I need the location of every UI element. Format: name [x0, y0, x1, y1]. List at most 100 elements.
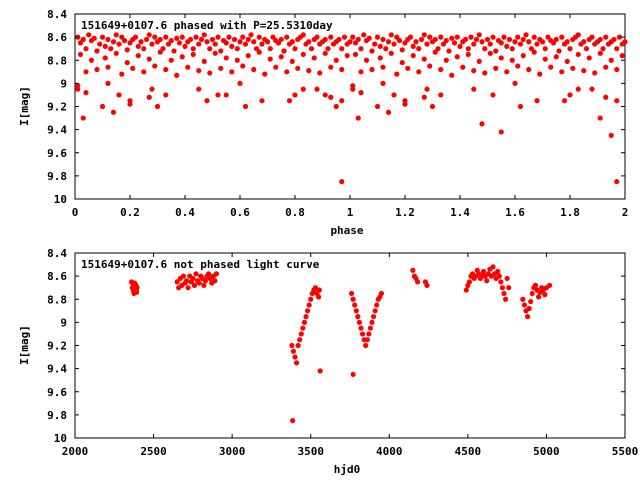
phased-data-point-0-326 [603, 64, 609, 70]
phased-data-point-0-303 [619, 53, 625, 59]
phased-data-point-0-38 [179, 34, 185, 40]
phased-data-point-0-44 [196, 41, 202, 47]
phased-data-point-0-341 [603, 94, 609, 100]
phased-data-point-0-84 [306, 39, 312, 45]
unphased-data-point-0-114 [506, 285, 512, 291]
phased-data-point-0-202 [413, 39, 419, 45]
phased-data-point-0-306 [380, 64, 386, 70]
phased-data-point-0-189 [377, 43, 383, 49]
phased-data-point-0-172 [223, 92, 229, 98]
unphased-data-point-0-118 [524, 313, 531, 320]
phased-data-point-0-157 [215, 92, 221, 98]
phased-data-point-0-27 [149, 41, 155, 47]
unphased-data-point-0-17 [180, 273, 187, 279]
phased-data-point-0-248 [539, 39, 546, 45]
phased-data-point-0-282 [388, 50, 394, 56]
phased-data-point-0-73 [275, 40, 282, 46]
phased-data-point-0-110 [190, 51, 196, 58]
phased-plot-title: 151649+0107.6 phased with P=25.5310day [81, 19, 333, 32]
phased-data-point-0-23 [138, 39, 144, 45]
phased-data-point-0-324 [581, 68, 587, 74]
phased-data-point-0-156 [196, 86, 202, 92]
phased-data-point-0-60 [240, 34, 246, 40]
phased-data-point-0-9 [99, 34, 106, 40]
phased-data-point-0-75 [281, 48, 287, 54]
phased-data-point-0-185 [366, 35, 372, 41]
phased-data-point-0-161 [314, 86, 320, 92]
phased-data-point-0-355 [597, 115, 603, 121]
phased-data-point-0-220 [462, 36, 469, 43]
phased-data-point-0-147 [328, 64, 334, 70]
phased-data-point-0-71 [270, 34, 276, 40]
phased-data-point-0-91 [325, 46, 331, 52]
phased-data-point-0-318 [515, 63, 521, 69]
phased-data-point-0-100 [77, 51, 84, 58]
phased-data-point-0-316 [493, 65, 499, 71]
phased-data-point-0-50 [212, 41, 218, 47]
phased-data-point-0-289 [465, 51, 471, 58]
phased-data-point-0-158 [237, 80, 243, 86]
phased-data-point-0-296 [542, 56, 548, 62]
phased-data-point-0-140 [251, 66, 257, 73]
phased-data-point-0-235 [504, 43, 510, 49]
phased-data-point-0-292 [498, 55, 504, 61]
phased-data-point-0-26 [146, 32, 152, 38]
phased-data-point-0-179 [350, 34, 356, 40]
unphased-data-point-0-13 [174, 279, 180, 285]
phased-data-point-0-215 [449, 35, 455, 41]
phased-data-point-0-154 [149, 86, 155, 92]
phased-data-point-0-354 [575, 86, 581, 92]
phased-data-point-0-288 [454, 54, 460, 60]
phased-x-axis-label: phase [330, 224, 363, 237]
phased-data-point-0-241 [520, 36, 526, 43]
phased-data-point-0-107 [157, 49, 163, 55]
phased-data-point-0-236 [506, 36, 513, 43]
phased-x-tick-label-0: 0 [72, 206, 79, 219]
phased-data-point-0-76 [284, 34, 290, 40]
phased-data-point-0-70 [267, 46, 273, 52]
unphased-y-tick-label-5: 9.4 [47, 363, 67, 376]
phased-data-point-0-228 [484, 36, 491, 43]
phased-data-point-0-67 [259, 41, 265, 47]
unphased-data-point-0-69 [363, 342, 369, 349]
phased-data-point-0-333 [424, 86, 430, 92]
unphased-data-point-0-131 [546, 282, 553, 288]
phased-data-point-0-309 [416, 69, 422, 75]
phased-y-tick-label-2: 8.8 [47, 54, 67, 67]
phased-data-point-0-240 [517, 41, 524, 47]
unphased-data-point-0-100 [484, 278, 490, 284]
phased-data-point-0-325 [592, 70, 598, 76]
phased-data-point-0-205 [421, 32, 427, 38]
phased-data-point-0-226 [479, 39, 485, 45]
unphased-x-axis-label: hjd0 [334, 463, 361, 476]
phased-data-point-0-7 [94, 48, 100, 54]
phased-data-point-0-101 [88, 57, 95, 63]
phased-data-point-0-300 [586, 55, 592, 61]
phased-data-point-0-223 [471, 41, 477, 47]
phased-data-point-0-237 [509, 46, 515, 52]
unphased-data-point-0-104 [490, 264, 496, 270]
phased-data-point-0-270 [600, 46, 606, 52]
unphased-data-point-0-116 [521, 302, 528, 308]
phased-data-point-0-134 [185, 64, 191, 70]
phased-data-point-0-123 [333, 57, 339, 63]
unphased-data-point-0-120 [528, 298, 534, 305]
phased-data-point-0-165 [83, 90, 89, 96]
phased-data-point-0-264 [583, 46, 590, 52]
phased-y-tick-label-7: 9.8 [47, 170, 67, 183]
unphased-data-point-0-42 [293, 360, 300, 366]
unphased-data-point-0-37 [212, 278, 218, 284]
phased-data-point-0-339 [567, 92, 573, 98]
phased-data-point-0-344 [358, 90, 364, 96]
phased-data-point-0-255 [559, 34, 565, 40]
phased-data-point-0-117 [267, 56, 273, 62]
phased-data-point-0-330 [380, 80, 386, 86]
phased-data-point-0-162 [328, 94, 334, 100]
phased-data-point-0-35 [171, 48, 177, 54]
phased-data-point-0-286 [432, 49, 438, 55]
unphased-data-point-0-71 [366, 331, 372, 337]
phased-data-point-0-353 [561, 98, 568, 104]
unphased-data-point-0-81 [410, 267, 416, 273]
phased-data-point-0-250 [545, 34, 551, 40]
